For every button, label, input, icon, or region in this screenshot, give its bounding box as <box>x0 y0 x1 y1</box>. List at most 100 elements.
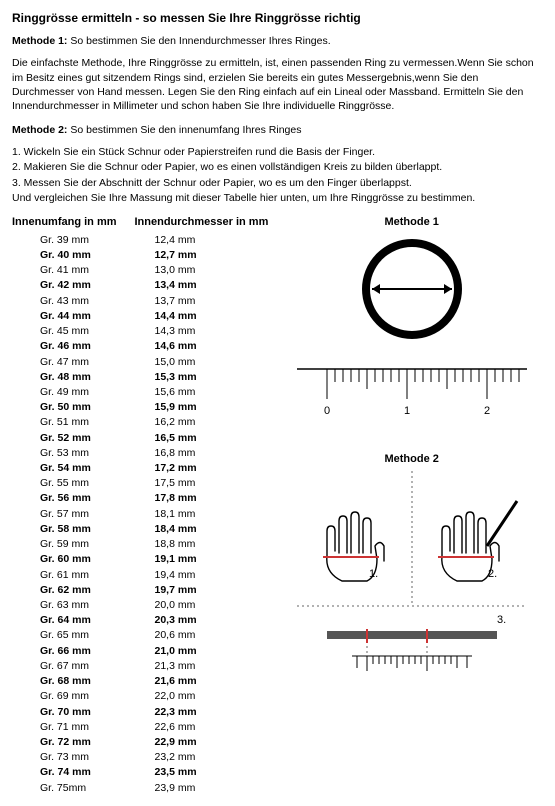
table-row: 17,5 mm <box>135 476 269 491</box>
table-row: Gr. 74 mm <box>12 765 117 780</box>
table-row: Gr. 69 mm <box>12 689 117 704</box>
table-row: 22,3 mm <box>135 705 269 720</box>
table-row: Gr. 55 mm <box>12 476 117 491</box>
table-row: 12,4 mm <box>135 233 269 248</box>
method2-heading-bold: Methode 2: <box>12 124 67 136</box>
table-row: Gr. 73 mm <box>12 750 117 765</box>
method2-label: Methode 2 <box>280 452 543 467</box>
table-row: 21,0 mm <box>135 644 269 659</box>
table-row: 16,2 mm <box>135 415 269 430</box>
table-row: Gr. 72 mm <box>12 735 117 750</box>
table-row: Gr. 56 mm <box>12 491 117 506</box>
col1-header: Innenumfang in mm <box>12 215 117 230</box>
table-row: 22,6 mm <box>135 720 269 735</box>
method2-steps: 1. Wickeln Sie ein Stück Schnur oder Pap… <box>12 145 543 205</box>
step-line: Und vergleichen Sie Ihre Massung mit die… <box>12 191 543 205</box>
col2-header: Innendurchmesser in mm <box>135 215 269 230</box>
table-row: 16,5 mm <box>135 431 269 446</box>
hand-label-2: 2. <box>488 568 497 580</box>
hands-diagram-icon: 1. 2. 3. <box>297 471 527 681</box>
table-row: Gr. 75mm <box>12 781 117 796</box>
table-row: Gr. 61 mm <box>12 568 117 583</box>
table-row: 23,2 mm <box>135 750 269 765</box>
table-row: 22,9 mm <box>135 735 269 750</box>
method2-heading-rest: So bestimmen Sie den innenumfang Ihres R… <box>67 124 301 136</box>
table-row: 21,6 mm <box>135 674 269 689</box>
table-row: 14,6 mm <box>135 339 269 354</box>
table-row: 15,0 mm <box>135 355 269 370</box>
table-row: 23,9 mm <box>135 781 269 796</box>
table-row: 12,7 mm <box>135 248 269 263</box>
table-row: 14,4 mm <box>135 309 269 324</box>
table-row: Gr. 71 mm <box>12 720 117 735</box>
table-row: Gr. 60 mm <box>12 552 117 567</box>
ring-diagram-icon <box>327 234 497 364</box>
table-row: 21,3 mm <box>135 659 269 674</box>
table-row: Gr. 54 mm <box>12 461 117 476</box>
step-line: 3. Messen Sie der Abschnitt der Schnur o… <box>12 176 543 190</box>
ruler-icon: 0 1 2 <box>297 364 527 424</box>
table-row: 22,0 mm <box>135 689 269 704</box>
step3-label: 3. <box>497 614 506 626</box>
table-row: 13,7 mm <box>135 294 269 309</box>
table-row: 17,2 mm <box>135 461 269 476</box>
table-row: Gr. 40 mm <box>12 248 117 263</box>
method1-label: Methode 1 <box>280 215 543 230</box>
table-row: Gr. 53 mm <box>12 446 117 461</box>
table-row: Gr. 39 mm <box>12 233 117 248</box>
table-row: Gr. 57 mm <box>12 507 117 522</box>
table-row: 14,3 mm <box>135 324 269 339</box>
table-row: Gr. 68 mm <box>12 674 117 689</box>
col-innendurchmesser: Innendurchmesser in mm 12,4 mm12,7 mm 13,… <box>135 215 269 796</box>
method1-paragraph: Die einfachste Methode, Ihre Ringgrösse … <box>12 56 543 113</box>
main-content-row: Innenumfang in mm Gr. 39 mmGr. 40 mmGr. … <box>12 215 543 796</box>
table-row: 20,0 mm <box>135 598 269 613</box>
step-line: 1. Wickeln Sie ein Stück Schnur oder Pap… <box>12 145 543 159</box>
table-row: Gr. 63 mm <box>12 598 117 613</box>
table-row: Gr. 52 mm <box>12 431 117 446</box>
table-row: Gr. 59 mm <box>12 537 117 552</box>
method1-heading-rest: So bestimmen Sie den Innendurchmesser Ih… <box>67 35 330 47</box>
table-row: Gr. 64 mm <box>12 613 117 628</box>
col-innenumfang: Innenumfang in mm Gr. 39 mmGr. 40 mmGr. … <box>12 215 117 796</box>
page-title: Ringgrösse ermitteln - so messen Sie Ihr… <box>12 10 543 26</box>
table-row: Gr. 65 mm <box>12 628 117 643</box>
table-row: Gr. 51 mm <box>12 415 117 430</box>
table-row: Gr. 49 mm <box>12 385 117 400</box>
illustrations: Methode 1 0 1 2 <box>276 215 543 796</box>
table-row: 15,6 mm <box>135 385 269 400</box>
table-row: 18,8 mm <box>135 537 269 552</box>
table-row: Gr. 43 mm <box>12 294 117 309</box>
table-row: Gr. 42 mm <box>12 278 117 293</box>
method2-heading: Methode 2: So bestimmen Sie den innenumf… <box>12 123 543 137</box>
table-row: Gr. 58 mm <box>12 522 117 537</box>
table-row: Gr. 41 mm <box>12 263 117 278</box>
table-row: Gr. 46 mm <box>12 339 117 354</box>
table-row: 19,4 mm <box>135 568 269 583</box>
table-row: Gr. 44 mm <box>12 309 117 324</box>
method1-heading: Methode 1: So bestimmen Sie den Innendur… <box>12 34 543 48</box>
ruler-label-0: 0 <box>324 405 330 417</box>
table-row: Gr. 62 mm <box>12 583 117 598</box>
table-row: 18,4 mm <box>135 522 269 537</box>
table-row: Gr. 66 mm <box>12 644 117 659</box>
step-line: 2. Makieren Sie die Schnur oder Papier, … <box>12 160 543 174</box>
table-row: 15,9 mm <box>135 400 269 415</box>
table-row: Gr. 45 mm <box>12 324 117 339</box>
table-row: Gr. 47 mm <box>12 355 117 370</box>
table-row: 20,3 mm <box>135 613 269 628</box>
ruler-label-2: 2 <box>484 405 490 417</box>
table-row: Gr. 50 mm <box>12 400 117 415</box>
table-row: 23,5 mm <box>135 765 269 780</box>
hand-label-1: 1. <box>369 568 378 580</box>
ruler-label-1: 1 <box>404 405 410 417</box>
table-row: Gr. 48 mm <box>12 370 117 385</box>
table-row: 19,1 mm <box>135 552 269 567</box>
method1-heading-bold: Methode 1: <box>12 35 67 47</box>
table-row: 17,8 mm <box>135 491 269 506</box>
table-row: 16,8 mm <box>135 446 269 461</box>
table-row: Gr. 67 mm <box>12 659 117 674</box>
size-table: Innenumfang in mm Gr. 39 mmGr. 40 mmGr. … <box>12 215 268 796</box>
table-row: Gr. 70 mm <box>12 705 117 720</box>
table-row: 15,3 mm <box>135 370 269 385</box>
